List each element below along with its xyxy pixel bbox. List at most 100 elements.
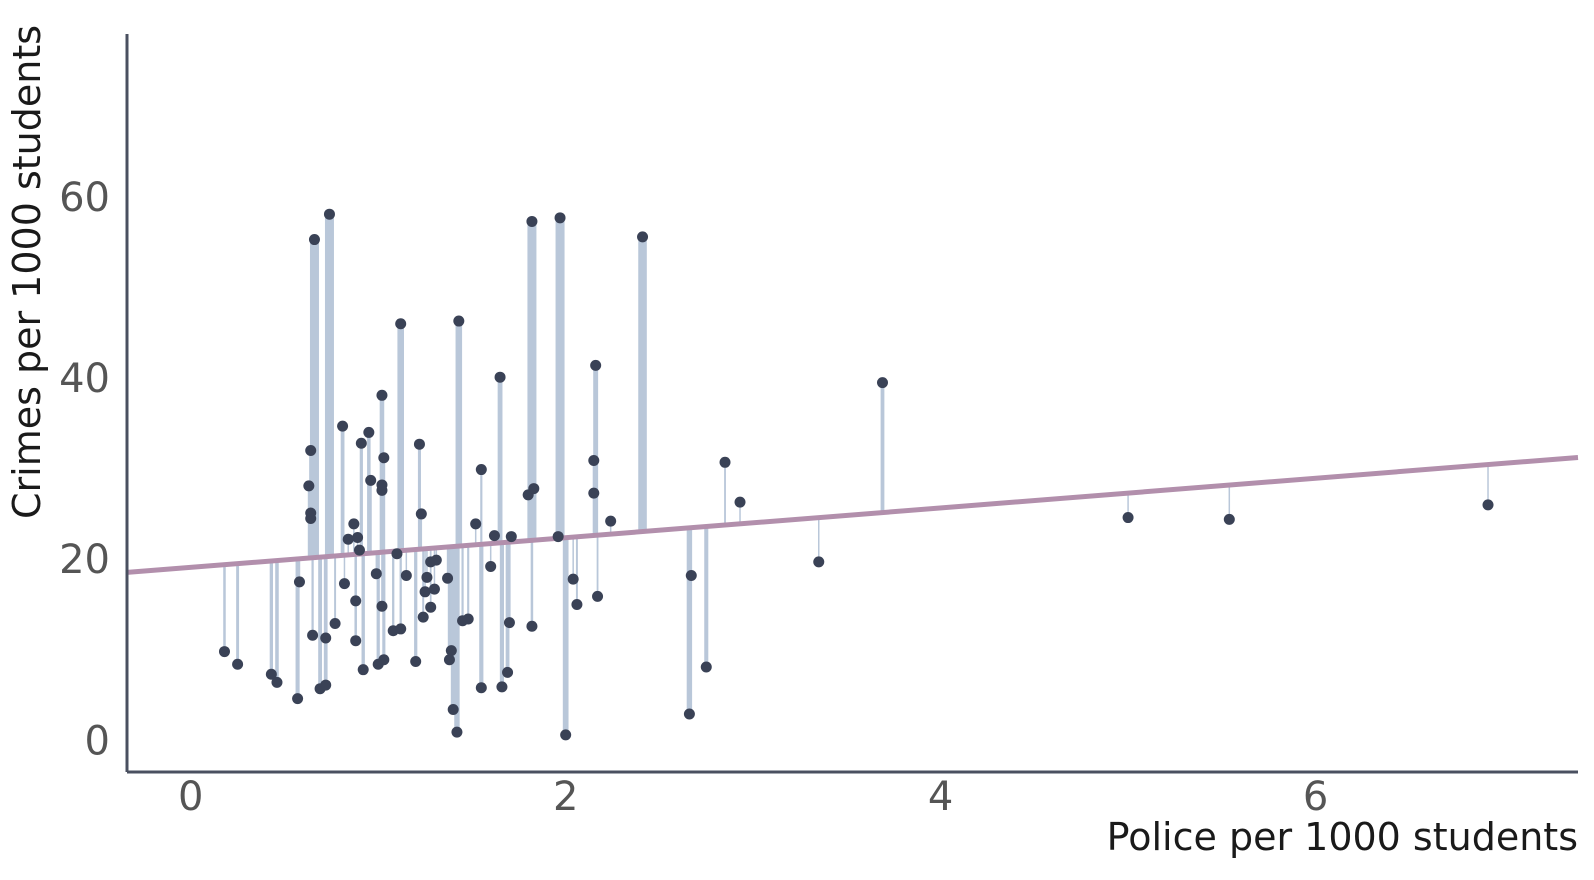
data-point bbox=[417, 611, 429, 623]
data-point bbox=[376, 389, 388, 401]
data-point bbox=[876, 377, 888, 389]
data-point bbox=[305, 445, 317, 457]
data-point bbox=[421, 571, 433, 583]
data-point bbox=[588, 455, 600, 467]
data-point bbox=[503, 617, 515, 629]
data-point bbox=[378, 452, 390, 464]
data-point bbox=[475, 682, 487, 694]
data-point bbox=[592, 590, 604, 602]
data-point bbox=[637, 231, 649, 243]
data-point bbox=[338, 578, 350, 590]
data-point bbox=[683, 708, 695, 720]
x-axis-ticks: 0 2 4 6 bbox=[178, 774, 1328, 820]
data-point bbox=[470, 518, 482, 530]
data-point bbox=[365, 474, 377, 486]
data-point bbox=[348, 518, 360, 530]
y-tick-label: 40 bbox=[59, 356, 110, 402]
data-point bbox=[528, 483, 540, 495]
data-point bbox=[363, 426, 375, 438]
data-point bbox=[303, 480, 315, 492]
data-point bbox=[496, 681, 508, 693]
data-point bbox=[428, 583, 440, 595]
data-point bbox=[308, 234, 320, 246]
y-tick-label: 0 bbox=[85, 718, 110, 764]
data-point bbox=[447, 704, 459, 716]
data-point bbox=[425, 601, 437, 613]
data-point bbox=[462, 613, 474, 625]
data-point bbox=[488, 530, 500, 542]
data-point bbox=[400, 570, 412, 582]
data-point bbox=[355, 437, 367, 449]
data-point bbox=[376, 600, 388, 612]
data-point bbox=[305, 512, 317, 524]
data-point bbox=[342, 533, 354, 545]
data-point bbox=[560, 729, 572, 741]
x-tick-label: 0 bbox=[178, 774, 203, 820]
data-point bbox=[352, 531, 364, 543]
data-point bbox=[1223, 513, 1235, 525]
data-point bbox=[485, 560, 497, 572]
data-point bbox=[605, 515, 617, 527]
regression-line bbox=[126, 454, 1579, 575]
data-points bbox=[218, 208, 1494, 741]
data-point bbox=[502, 666, 514, 678]
data-point bbox=[307, 629, 319, 641]
data-point bbox=[378, 654, 390, 666]
data-point bbox=[443, 654, 455, 666]
data-point bbox=[700, 661, 712, 673]
data-point bbox=[526, 620, 538, 632]
data-point bbox=[1482, 499, 1494, 511]
data-point bbox=[320, 632, 332, 644]
data-point bbox=[350, 635, 362, 647]
data-point bbox=[350, 595, 362, 607]
data-point bbox=[571, 598, 583, 610]
data-point bbox=[271, 676, 283, 688]
data-point bbox=[232, 658, 244, 670]
data-point bbox=[410, 656, 422, 668]
data-point bbox=[685, 570, 697, 582]
data-point bbox=[353, 544, 365, 556]
data-point bbox=[588, 487, 600, 499]
data-point bbox=[526, 215, 538, 227]
y-tick-label: 20 bbox=[59, 537, 110, 583]
data-point bbox=[218, 646, 230, 658]
y-axis-ticks: 0 20 40 60 bbox=[59, 175, 110, 764]
x-tick-label: 4 bbox=[928, 774, 953, 820]
data-point bbox=[1122, 512, 1134, 524]
residual-lines bbox=[223, 214, 1489, 735]
data-point bbox=[395, 623, 407, 635]
data-point bbox=[415, 508, 427, 520]
x-axis-title: Police per 1000 students bbox=[1107, 815, 1578, 859]
data-point bbox=[475, 464, 487, 476]
x-tick-label: 6 bbox=[1303, 774, 1328, 820]
data-point bbox=[329, 617, 341, 629]
data-point bbox=[391, 548, 403, 560]
data-point bbox=[451, 726, 463, 738]
data-point bbox=[442, 572, 454, 584]
data-point bbox=[734, 496, 746, 508]
data-point bbox=[337, 420, 349, 432]
data-point bbox=[552, 531, 564, 543]
data-point bbox=[357, 664, 369, 676]
data-point bbox=[413, 438, 425, 450]
data-point bbox=[554, 212, 566, 224]
data-point bbox=[265, 668, 277, 680]
data-point bbox=[370, 568, 382, 580]
data-point bbox=[505, 531, 517, 543]
data-point bbox=[292, 693, 304, 705]
data-point bbox=[320, 679, 332, 691]
data-point bbox=[323, 208, 335, 220]
data-point bbox=[293, 576, 305, 588]
data-point bbox=[419, 586, 431, 598]
data-point bbox=[430, 554, 442, 566]
data-point bbox=[445, 645, 457, 657]
data-point bbox=[813, 556, 825, 568]
data-point bbox=[453, 315, 465, 327]
y-axis-title: Crimes per 1000 students bbox=[5, 25, 49, 519]
data-point bbox=[494, 371, 506, 383]
data-point bbox=[567, 573, 579, 585]
y-tick-label: 60 bbox=[59, 175, 110, 221]
data-point bbox=[376, 484, 388, 496]
x-tick-label: 2 bbox=[553, 774, 578, 820]
